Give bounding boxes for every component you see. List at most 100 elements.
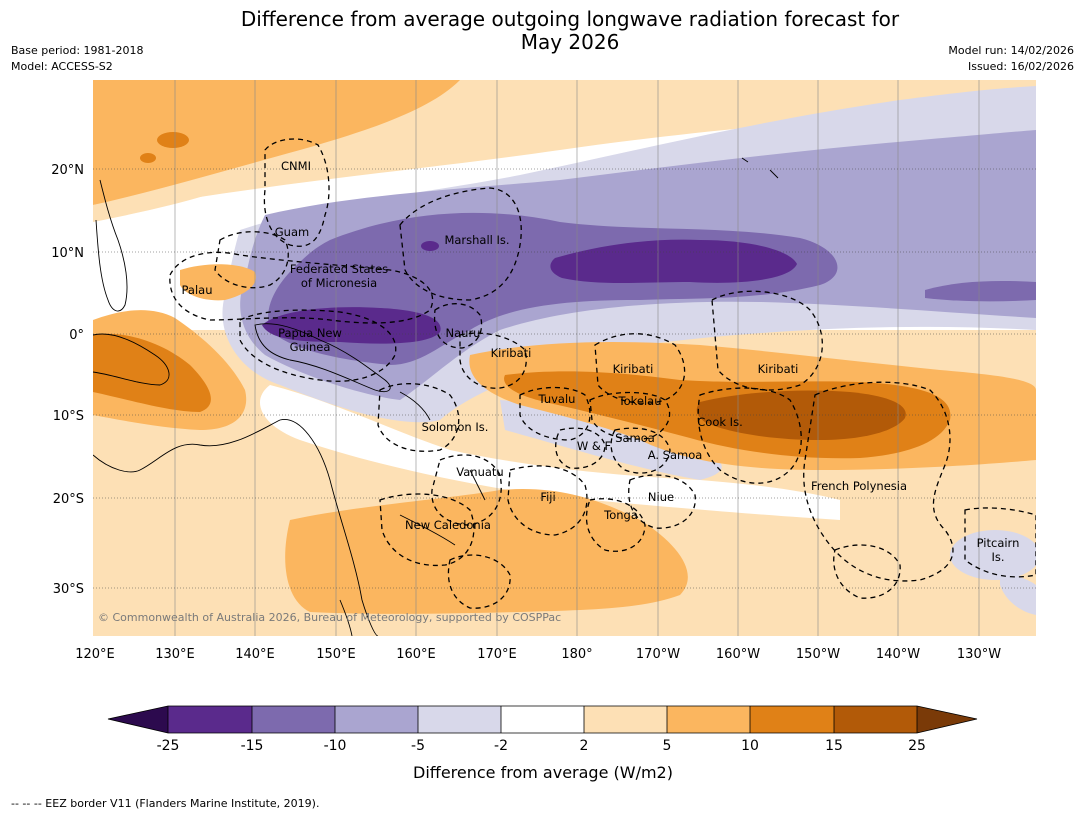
cb-tick-2: 2 — [580, 738, 589, 754]
x-tick-140w: 140°W — [876, 647, 920, 662]
coast-philippines — [95, 179, 128, 312]
x-tick-120e: 120°E — [75, 647, 115, 662]
label-pitcairn-2: Is. — [991, 550, 1004, 564]
base-period: Base period: 1981-2018 — [11, 44, 144, 57]
anomaly-fill-neg-15-25-central — [550, 239, 797, 283]
y-axis-labels: 20°N 10°N 0° 10°S 20°S 30°S — [51, 163, 84, 597]
colorbar-dividers — [167, 706, 918, 733]
eez-legend-footer: -- -- -- EEZ border V11 (Flanders Marine… — [11, 797, 320, 810]
meta-left: Base period: 1981-2018 Model: ACCESS-S2 — [11, 43, 143, 75]
label-wallis-futuna: W & F — [577, 439, 611, 453]
x-tick-160w: 160°W — [716, 647, 760, 662]
y-tick-20s: 20°S — [53, 492, 84, 507]
y-tick-30s: 30°S — [53, 582, 84, 597]
label-micronesia-1: Federated States — [290, 262, 388, 276]
eez-wallis-futuna — [555, 427, 606, 469]
eez-pitcairn — [964, 507, 1036, 578]
anomaly-fill-neg-15-25-spot — [421, 241, 439, 251]
label-fiji: Fiji — [540, 490, 555, 504]
label-palau: Palau — [182, 283, 213, 297]
colorbar-swatch-neg-15-10 — [252, 706, 335, 733]
cb-tick-neg-25: -25 — [157, 738, 180, 754]
eez-norfolk — [447, 554, 511, 609]
meridians — [174, 80, 980, 636]
cb-tick-5: 5 — [663, 738, 672, 754]
anomaly-fill-10-15-north-spot-2 — [140, 153, 156, 163]
label-cook-is: Cook Is. — [697, 415, 742, 429]
colorbar-swatch-2-5 — [584, 706, 667, 733]
coast-borneo — [93, 333, 170, 386]
eez-niue — [628, 474, 696, 529]
eez-french-polynesia — [803, 381, 954, 582]
colorbar-extend-high — [917, 706, 977, 733]
eez-kiribati-west — [459, 332, 527, 389]
label-cnmi: CNMI — [281, 159, 311, 173]
x-axis-labels: 120°E 130°E 140°E 150°E 160°E 170°E 180°… — [75, 647, 1001, 662]
label-tuvalu: Tuvalu — [538, 392, 576, 406]
eez-kiribati-central — [594, 333, 686, 404]
colorbar-swatch-10-15 — [750, 706, 834, 733]
colorbar-title: Difference from average (W/m2) — [413, 763, 673, 782]
colorbar-swatch-15-25 — [834, 706, 917, 733]
x-tick-150e: 150°E — [316, 647, 356, 662]
eez-borders — [169, 138, 1036, 609]
anomaly-fill-neutral-south — [260, 385, 840, 520]
cb-tick-neg-10: -10 — [324, 738, 347, 754]
y-tick-equator: 0° — [69, 328, 84, 343]
anomaly-fill-10-15-north-spot — [157, 132, 189, 148]
eez-kiribati-east — [711, 290, 823, 391]
eez-marshall-is — [399, 187, 522, 301]
model-name: Model: ACCESS-S2 — [11, 60, 113, 73]
cb-tick-neg-5: -5 — [411, 738, 425, 754]
y-tick-20n: 20°N — [51, 163, 84, 178]
label-nauru: Nauru — [446, 326, 481, 340]
eez-cook-is — [697, 387, 802, 484]
meta-right: Model run: 14/02/2026 Issued: 16/02/2026 — [948, 43, 1074, 75]
anomaly-fill-neg-10-15-east — [925, 280, 1036, 302]
map-figure: CNMI Guam Marshall Is. Federated States … — [51, 80, 1036, 782]
coastlines — [93, 157, 779, 636]
anomaly-fill-neg-15-25-png — [262, 307, 441, 344]
label-pitcairn-1: Pitcairn — [977, 536, 1020, 550]
map-title: Difference from average outgoing longwav… — [0, 8, 1085, 54]
label-american-samoa: A. Samoa — [648, 448, 703, 462]
parallels — [93, 168, 1036, 589]
anomaly-fill-neg-2-5-pitcairn — [950, 530, 1036, 580]
anomaly-fill-neg-2-5-se — [1000, 570, 1036, 615]
label-samoa: Samoa — [615, 431, 655, 445]
x-tick-160e: 160°E — [396, 647, 436, 662]
copyright-notice: © Commonwealth of Australia 2026, Bureau… — [98, 611, 561, 624]
cb-tick-neg-15: -15 — [241, 738, 264, 754]
coast-solomon-is — [399, 391, 431, 421]
coast-australia — [93, 419, 379, 636]
y-tick-10s: 10°S — [53, 409, 84, 424]
label-tonga: Tonga — [603, 508, 638, 522]
colorbar-swatch-neg-5-2 — [418, 706, 501, 733]
coast-new-caledonia — [399, 514, 456, 546]
colorbar-swatch-5-10 — [667, 706, 750, 733]
coast-new-guinea — [254, 323, 391, 393]
label-png-2: Guinea — [290, 340, 331, 354]
cb-tick-10: 10 — [741, 738, 759, 754]
x-tick-180: 180° — [561, 647, 592, 662]
eez-new-caledonia — [379, 493, 475, 567]
coast-nsw — [339, 599, 353, 636]
colorbar-tick-labels: -25 -15 -10 -5 -2 2 5 10 15 25 — [157, 738, 926, 754]
eez-cnmi — [263, 138, 330, 247]
title-line-1: Difference from average outgoing longwav… — [240, 7, 900, 31]
colorbar-swatch-neg-10-5 — [335, 706, 418, 733]
x-tick-150w: 150°W — [796, 647, 840, 662]
eez-vanuatu — [431, 454, 502, 526]
eez-solomon-is — [377, 383, 460, 452]
x-tick-140e: 140°E — [235, 647, 275, 662]
model-run: Model run: 14/02/2026 — [948, 44, 1074, 57]
map-plot-area: CNMI Guam Marshall Is. Federated States … — [93, 80, 1036, 636]
cb-tick-neg-2: -2 — [494, 738, 508, 754]
label-kiribati-central: Kiribati — [613, 362, 654, 376]
label-vanuatu: Vanuatu — [456, 465, 503, 479]
label-niue: Niue — [648, 490, 674, 504]
label-tokelau: Tokelau — [618, 394, 662, 408]
region-labels: CNMI Guam Marshall Is. Federated States … — [182, 159, 1020, 564]
label-kiribati-east: Kiribati — [758, 362, 799, 376]
label-solomon-is: Solomon Is. — [422, 420, 489, 434]
